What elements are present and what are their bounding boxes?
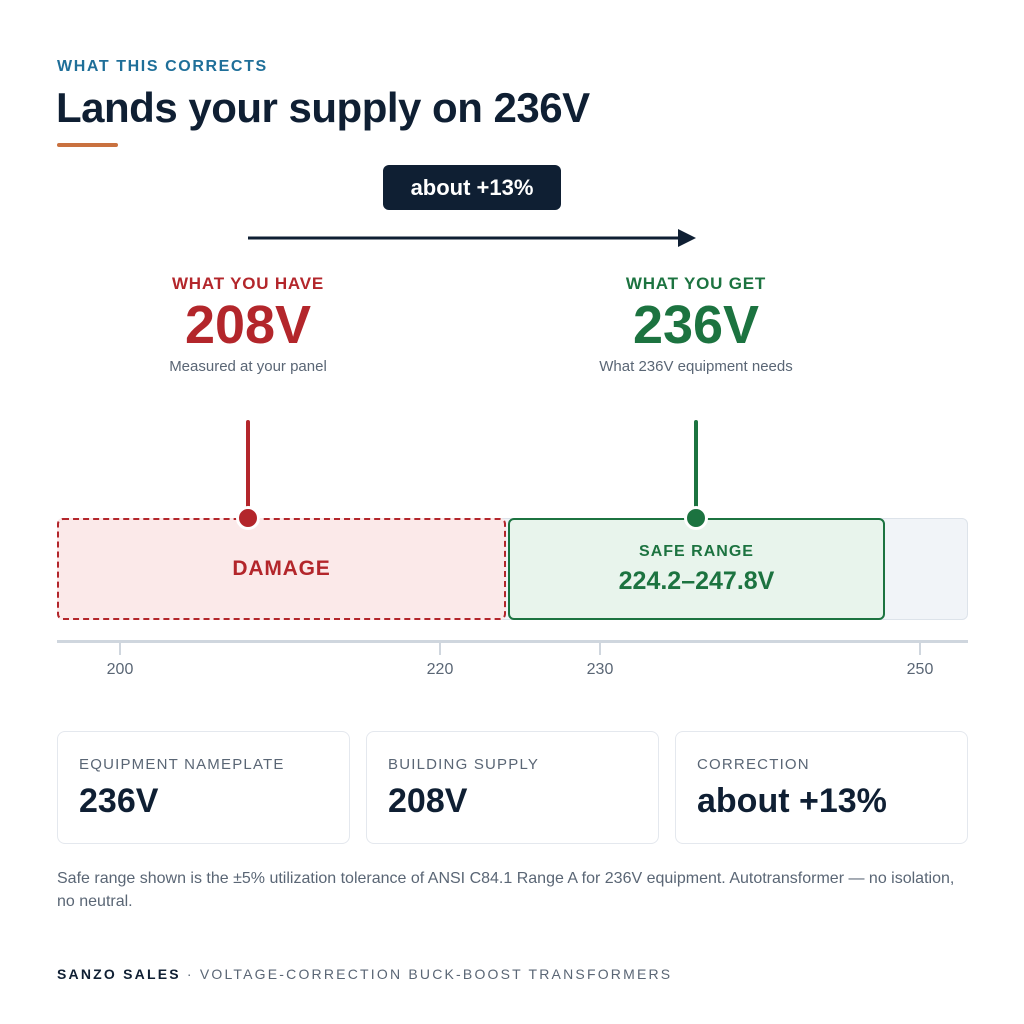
- axis-tick-label: 200: [106, 661, 134, 678]
- safe-range-value: 224.2–247.8V: [618, 566, 775, 595]
- card-label: BUILDING SUPPLY: [388, 756, 540, 773]
- safe-range-zone: SAFE RANGE 224.2–247.8V: [508, 518, 885, 620]
- page-title: Lands your supply on 236V: [56, 84, 590, 131]
- current-voltage-value: 208V: [184, 295, 312, 355]
- voltage-axis: [57, 640, 968, 643]
- footer: SANZO SALES · VOLTAGE-CORRECTION BUCK-BO…: [57, 966, 672, 982]
- target-voltage-caption: What 236V equipment needs: [599, 358, 793, 375]
- target-voltage-marker: [684, 506, 708, 530]
- target-voltage-value: 236V: [632, 295, 760, 355]
- correction-card: CORRECTION about +13%: [675, 731, 968, 844]
- axis-tick: [439, 643, 441, 655]
- axis-tick: [919, 643, 921, 655]
- damage-zone-label: DAMAGE: [232, 557, 331, 580]
- brand-tagline: VOLTAGE-CORRECTION BUCK-BOOST TRANSFORME…: [199, 966, 673, 982]
- building-supply-card: BUILDING SUPPLY 208V: [366, 731, 659, 844]
- axis-tick-label: 220: [426, 661, 454, 678]
- current-voltage-reading: WHAT YOU HAVE 208V Measured at your pane…: [88, 274, 408, 375]
- target-voltage-label: WHAT YOU GET: [625, 274, 767, 293]
- equipment-nameplate-card: EQUIPMENT NAMEPLATE 236V: [57, 731, 350, 844]
- card-value: 236V: [79, 782, 159, 820]
- footnote: Safe range shown is the ±5% utilization …: [57, 870, 955, 910]
- current-voltage-stem: [246, 420, 250, 518]
- card-value: 208V: [388, 782, 468, 820]
- axis-tick: [119, 643, 121, 655]
- card-label: CORRECTION: [697, 756, 810, 773]
- safe-range-label: SAFE RANGE: [639, 542, 754, 560]
- correction-pill: about +13%: [383, 165, 561, 210]
- axis-tick: [599, 643, 601, 655]
- card-value: about +13%: [697, 782, 887, 820]
- card-label: EQUIPMENT NAMEPLATE: [79, 756, 285, 773]
- current-voltage-caption: Measured at your panel: [169, 358, 327, 375]
- current-voltage-marker: [236, 506, 260, 530]
- footer-separator: ·: [186, 966, 194, 982]
- target-voltage-reading: WHAT YOU GET 236V What 236V equipment ne…: [536, 274, 856, 375]
- target-voltage-stem: [694, 420, 698, 518]
- current-voltage-label: WHAT YOU HAVE: [171, 274, 325, 293]
- eyebrow-label: WHAT THIS CORRECTS: [57, 58, 268, 75]
- title-underline: [57, 143, 118, 147]
- axis-tick-label: 250: [906, 661, 934, 678]
- arrow-right-icon: [248, 229, 696, 247]
- damage-zone: DAMAGE: [57, 518, 506, 620]
- brand-name: SANZO SALES: [57, 966, 181, 982]
- axis-tick-label: 230: [586, 661, 614, 678]
